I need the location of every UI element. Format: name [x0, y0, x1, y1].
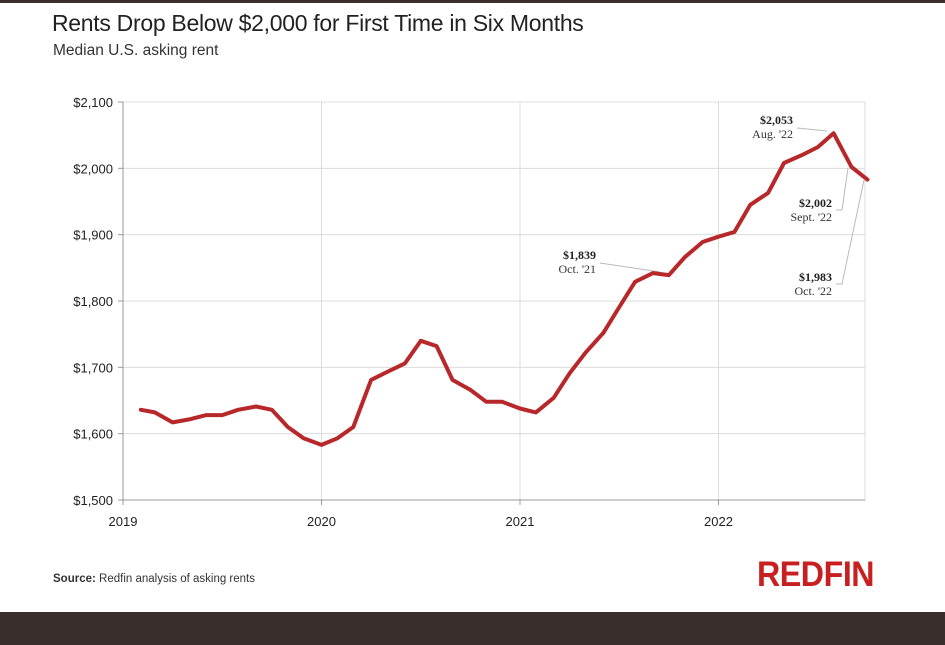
annotation-leader-line [836, 179, 865, 285]
annotation-date: Sept. '22 [791, 210, 833, 224]
chart-title: Rents Drop Below $2,000 for First Time i… [52, 10, 584, 36]
y-tick-label: $2,100 [73, 95, 113, 110]
y-tick-label: $2,000 [73, 161, 113, 176]
y-tick-label: $1,900 [73, 228, 113, 243]
y-tick-label: $1,700 [73, 360, 113, 375]
annotation-date: Oct. '21 [559, 262, 597, 276]
line-chart: $1,500 $1,600 $1,700 $1,800 $1,900 $2,000 $2,1… [73, 95, 870, 529]
annotation-leader-line [599, 262, 661, 273]
annotation-date: Oct. '22 [795, 284, 833, 298]
redfin-logo: REDFIN [757, 555, 875, 594]
x-tick-label: 2020 [307, 514, 336, 529]
annotation-leader-line [796, 127, 828, 132]
source-text: Redfin analysis of asking rents [95, 573, 255, 585]
y-tick-label: $1,500 [73, 493, 113, 508]
chart-subtitle: Median U.S. asking rent [53, 42, 219, 59]
annotation-value: $1,983 [799, 270, 832, 284]
y-tick-label: $1,600 [73, 427, 113, 442]
annotation-value: $1,839 [563, 248, 596, 262]
x-tick-label: 2019 [109, 514, 138, 529]
y-tick-label: $1,800 [73, 294, 113, 309]
source-note: Source: Redfin analysis of asking rents [53, 573, 255, 585]
annotation-date: Aug. '22 [752, 127, 793, 141]
annotation-value: $2,002 [799, 196, 832, 210]
annotation-value: $2,053 [760, 113, 793, 127]
top-border [0, 0, 945, 3]
x-tick-label: 2021 [506, 514, 535, 529]
x-tick-label: 2022 [704, 514, 733, 529]
source-label: Source: [53, 573, 96, 585]
rent-series-line [138, 131, 870, 447]
annotation-leader-line [836, 167, 849, 211]
bottom-band [0, 612, 945, 645]
